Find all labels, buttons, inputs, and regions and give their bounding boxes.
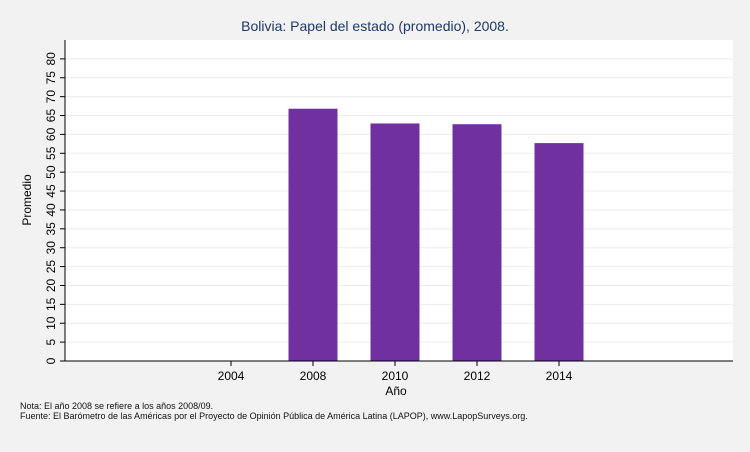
footnote-source: Fuente: El Barómetro de las Américas por… [20, 411, 528, 421]
bar-chart: Bolivia: Papel del estado (promedio), 20… [20, 18, 733, 398]
y-tick-label: 65 [44, 109, 58, 123]
x-tick-label: 2012 [464, 369, 491, 383]
x-axis-label: Año [385, 384, 407, 398]
y-tick-label: 45 [44, 184, 58, 198]
y-tick-label: 20 [44, 278, 58, 292]
x-tick-label: 2008 [300, 369, 327, 383]
y-tick-label: 40 [44, 203, 58, 217]
y-axis-ticks: 0 5 10 15 20 25 30 35 40 45 50 55 60 65 70 75 80 [44, 52, 65, 364]
y-tick-label: 75 [44, 71, 58, 85]
footnote-note: Nota: El año 2008 se refiere a los años … [20, 401, 214, 411]
y-tick-label: 0 [44, 357, 58, 364]
x-axis-ticks: 2004 2008 2010 2012 2014 [218, 361, 573, 383]
bars [288, 108, 584, 362]
bar-2008 [288, 108, 338, 361]
y-tick-label: 15 [44, 297, 58, 311]
y-tick-label: 50 [44, 165, 58, 179]
y-tick-label: 5 [44, 338, 58, 345]
y-tick-label: 60 [44, 127, 58, 141]
x-tick-label: 2004 [218, 369, 245, 383]
y-tick-label: 25 [44, 260, 58, 274]
y-tick-label: 55 [44, 146, 58, 160]
y-tick-label: 70 [44, 90, 58, 104]
chart-title: Bolivia: Papel del estado (promedio), 20… [241, 18, 509, 34]
x-tick-label: 2014 [546, 369, 573, 383]
y-tick-label: 10 [44, 316, 58, 330]
y-tick-label: 30 [44, 241, 58, 255]
y-axis-label: Promedio [20, 174, 34, 226]
bar-2010 [370, 123, 420, 362]
y-tick-label: 35 [44, 222, 58, 236]
x-tick-label: 2010 [382, 369, 409, 383]
y-tick-label: 80 [44, 52, 58, 66]
bar-2014 [534, 143, 584, 361]
bar-2012 [452, 124, 502, 361]
